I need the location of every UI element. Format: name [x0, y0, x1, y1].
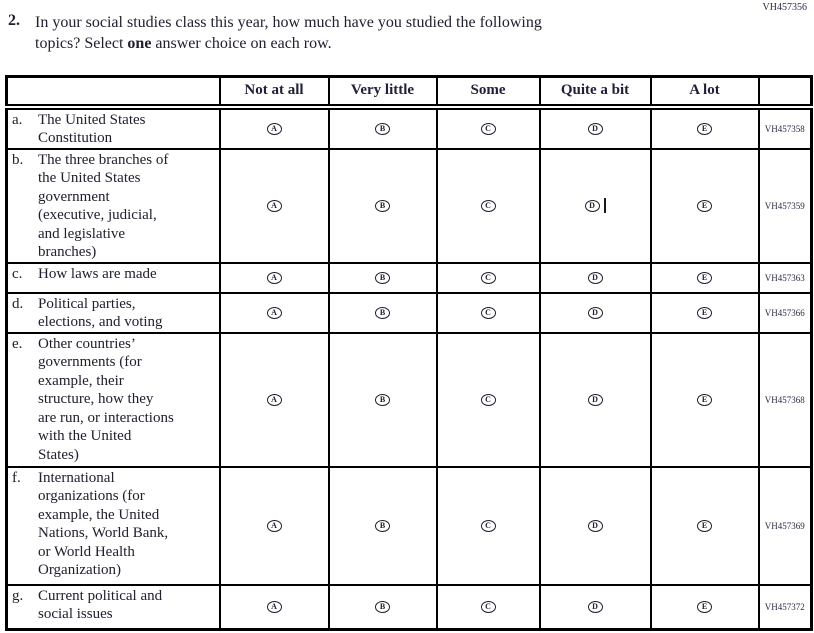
table-row-b: b. The three branches of the United Stat… [5, 147, 813, 264]
row-topic: The three branches of the United States … [38, 151, 169, 261]
code-column-header [757, 75, 813, 110]
row-code: VH457366 [757, 291, 813, 334]
option-a-bubble[interactable]: A [266, 306, 282, 319]
row-letter: b. [12, 151, 24, 168]
header-row: Not at all Very little Some Quite a bit … [5, 75, 813, 110]
question-text-after: answer choice on each row. [151, 35, 332, 52]
option-c-bubble[interactable]: C [480, 393, 496, 406]
option-a-bubble[interactable]: A [266, 271, 282, 284]
table-row-a: a. The United States Constitution A B C … [5, 105, 813, 150]
option-b-bubble[interactable]: B [375, 601, 390, 614]
option-e-bubble[interactable]: E [697, 306, 712, 319]
table-row-e: e. Other countries’ governments (for exa… [5, 331, 813, 468]
option-b-bubble[interactable]: B [375, 306, 390, 319]
column-header-very-little: Very little [327, 75, 438, 110]
option-d-bubble[interactable]: D [587, 271, 603, 284]
row-topic: Other countries’ governments (for exampl… [38, 335, 174, 463]
option-e-bubble[interactable]: E [697, 601, 712, 614]
question-text: In your social studies class this year, … [35, 12, 542, 54]
text-cursor [603, 198, 606, 214]
row-topic: Current political and social issues [38, 587, 163, 623]
column-header-a-lot: A lot [649, 75, 760, 110]
option-d-bubble[interactable]: D [587, 601, 603, 614]
row-code: VH457359 [757, 147, 813, 264]
table-row-f: f. International organizations (for exam… [5, 465, 813, 586]
row-letter: d. [12, 295, 24, 312]
option-c-bubble[interactable]: C [480, 601, 496, 614]
column-header-not-at-all: Not at all [218, 75, 330, 110]
option-a-bubble[interactable]: A [266, 122, 282, 135]
row-topic: The United States Constitution [38, 111, 146, 147]
option-c-bubble[interactable]: C [480, 122, 496, 135]
option-c-bubble[interactable]: C [480, 271, 496, 284]
topic-column-header [5, 75, 221, 110]
option-c-bubble[interactable]: C [480, 306, 496, 319]
table-row-g: g. Current political and social issues A… [5, 583, 813, 631]
option-b-bubble[interactable]: B [375, 519, 390, 532]
table-row-d: d. Political parties, elections, and vot… [5, 291, 813, 334]
row-letter: c. [12, 265, 23, 282]
option-d-bubble[interactable]: D [587, 306, 603, 319]
question-text-before: In your social studies class this year, … [35, 14, 542, 52]
row-letter: e. [12, 335, 23, 352]
option-b-bubble[interactable]: B [375, 199, 390, 212]
option-a-bubble[interactable]: A [266, 601, 282, 614]
question-bold-word: one [127, 35, 152, 52]
option-d-bubble[interactable]: D [587, 519, 603, 532]
option-e-bubble[interactable]: E [697, 271, 712, 284]
row-letter: g. [12, 587, 24, 604]
option-e-bubble[interactable]: E [697, 393, 712, 406]
table-row-c: c. How laws are made A B C D E VH457363 [5, 261, 813, 294]
row-letter: a. [12, 111, 23, 128]
option-e-bubble[interactable]: E [697, 122, 712, 135]
row-code: VH457363 [757, 261, 813, 294]
column-header-quite-a-bit: Quite a bit [538, 75, 652, 110]
option-e-bubble[interactable]: E [697, 519, 712, 532]
row-code: VH457358 [757, 105, 813, 150]
option-b-bubble[interactable]: B [375, 122, 390, 135]
row-letter: f. [12, 469, 21, 486]
option-d-bubble[interactable]: D [587, 393, 603, 406]
row-topic: How laws are made [38, 265, 157, 282]
question-number: 2. [8, 12, 20, 29]
option-a-bubble[interactable]: A [266, 199, 282, 212]
row-code: VH457372 [757, 583, 813, 631]
column-header-some: Some [435, 75, 541, 110]
row-code: VH457368 [757, 331, 813, 468]
row-code: VH457369 [757, 465, 813, 586]
option-d-bubble[interactable]: D [584, 199, 600, 212]
option-e-bubble[interactable]: E [697, 199, 712, 212]
question-block: 2. In your social studies class this yea… [8, 12, 542, 54]
option-c-bubble[interactable]: C [480, 519, 496, 532]
row-topic: International organizations (for example… [38, 469, 169, 579]
survey-table: Not at all Very little Some Quite a bit … [5, 75, 813, 631]
option-c-bubble[interactable]: C [480, 199, 496, 212]
option-b-bubble[interactable]: B [375, 393, 390, 406]
row-topic: Political parties, elections, and voting [38, 295, 163, 331]
option-b-bubble[interactable]: B [375, 271, 390, 284]
option-a-bubble[interactable]: A [266, 519, 282, 532]
form-code-top: VH457356 [762, 2, 807, 13]
option-d-bubble[interactable]: D [587, 122, 603, 135]
option-a-bubble[interactable]: A [266, 393, 282, 406]
